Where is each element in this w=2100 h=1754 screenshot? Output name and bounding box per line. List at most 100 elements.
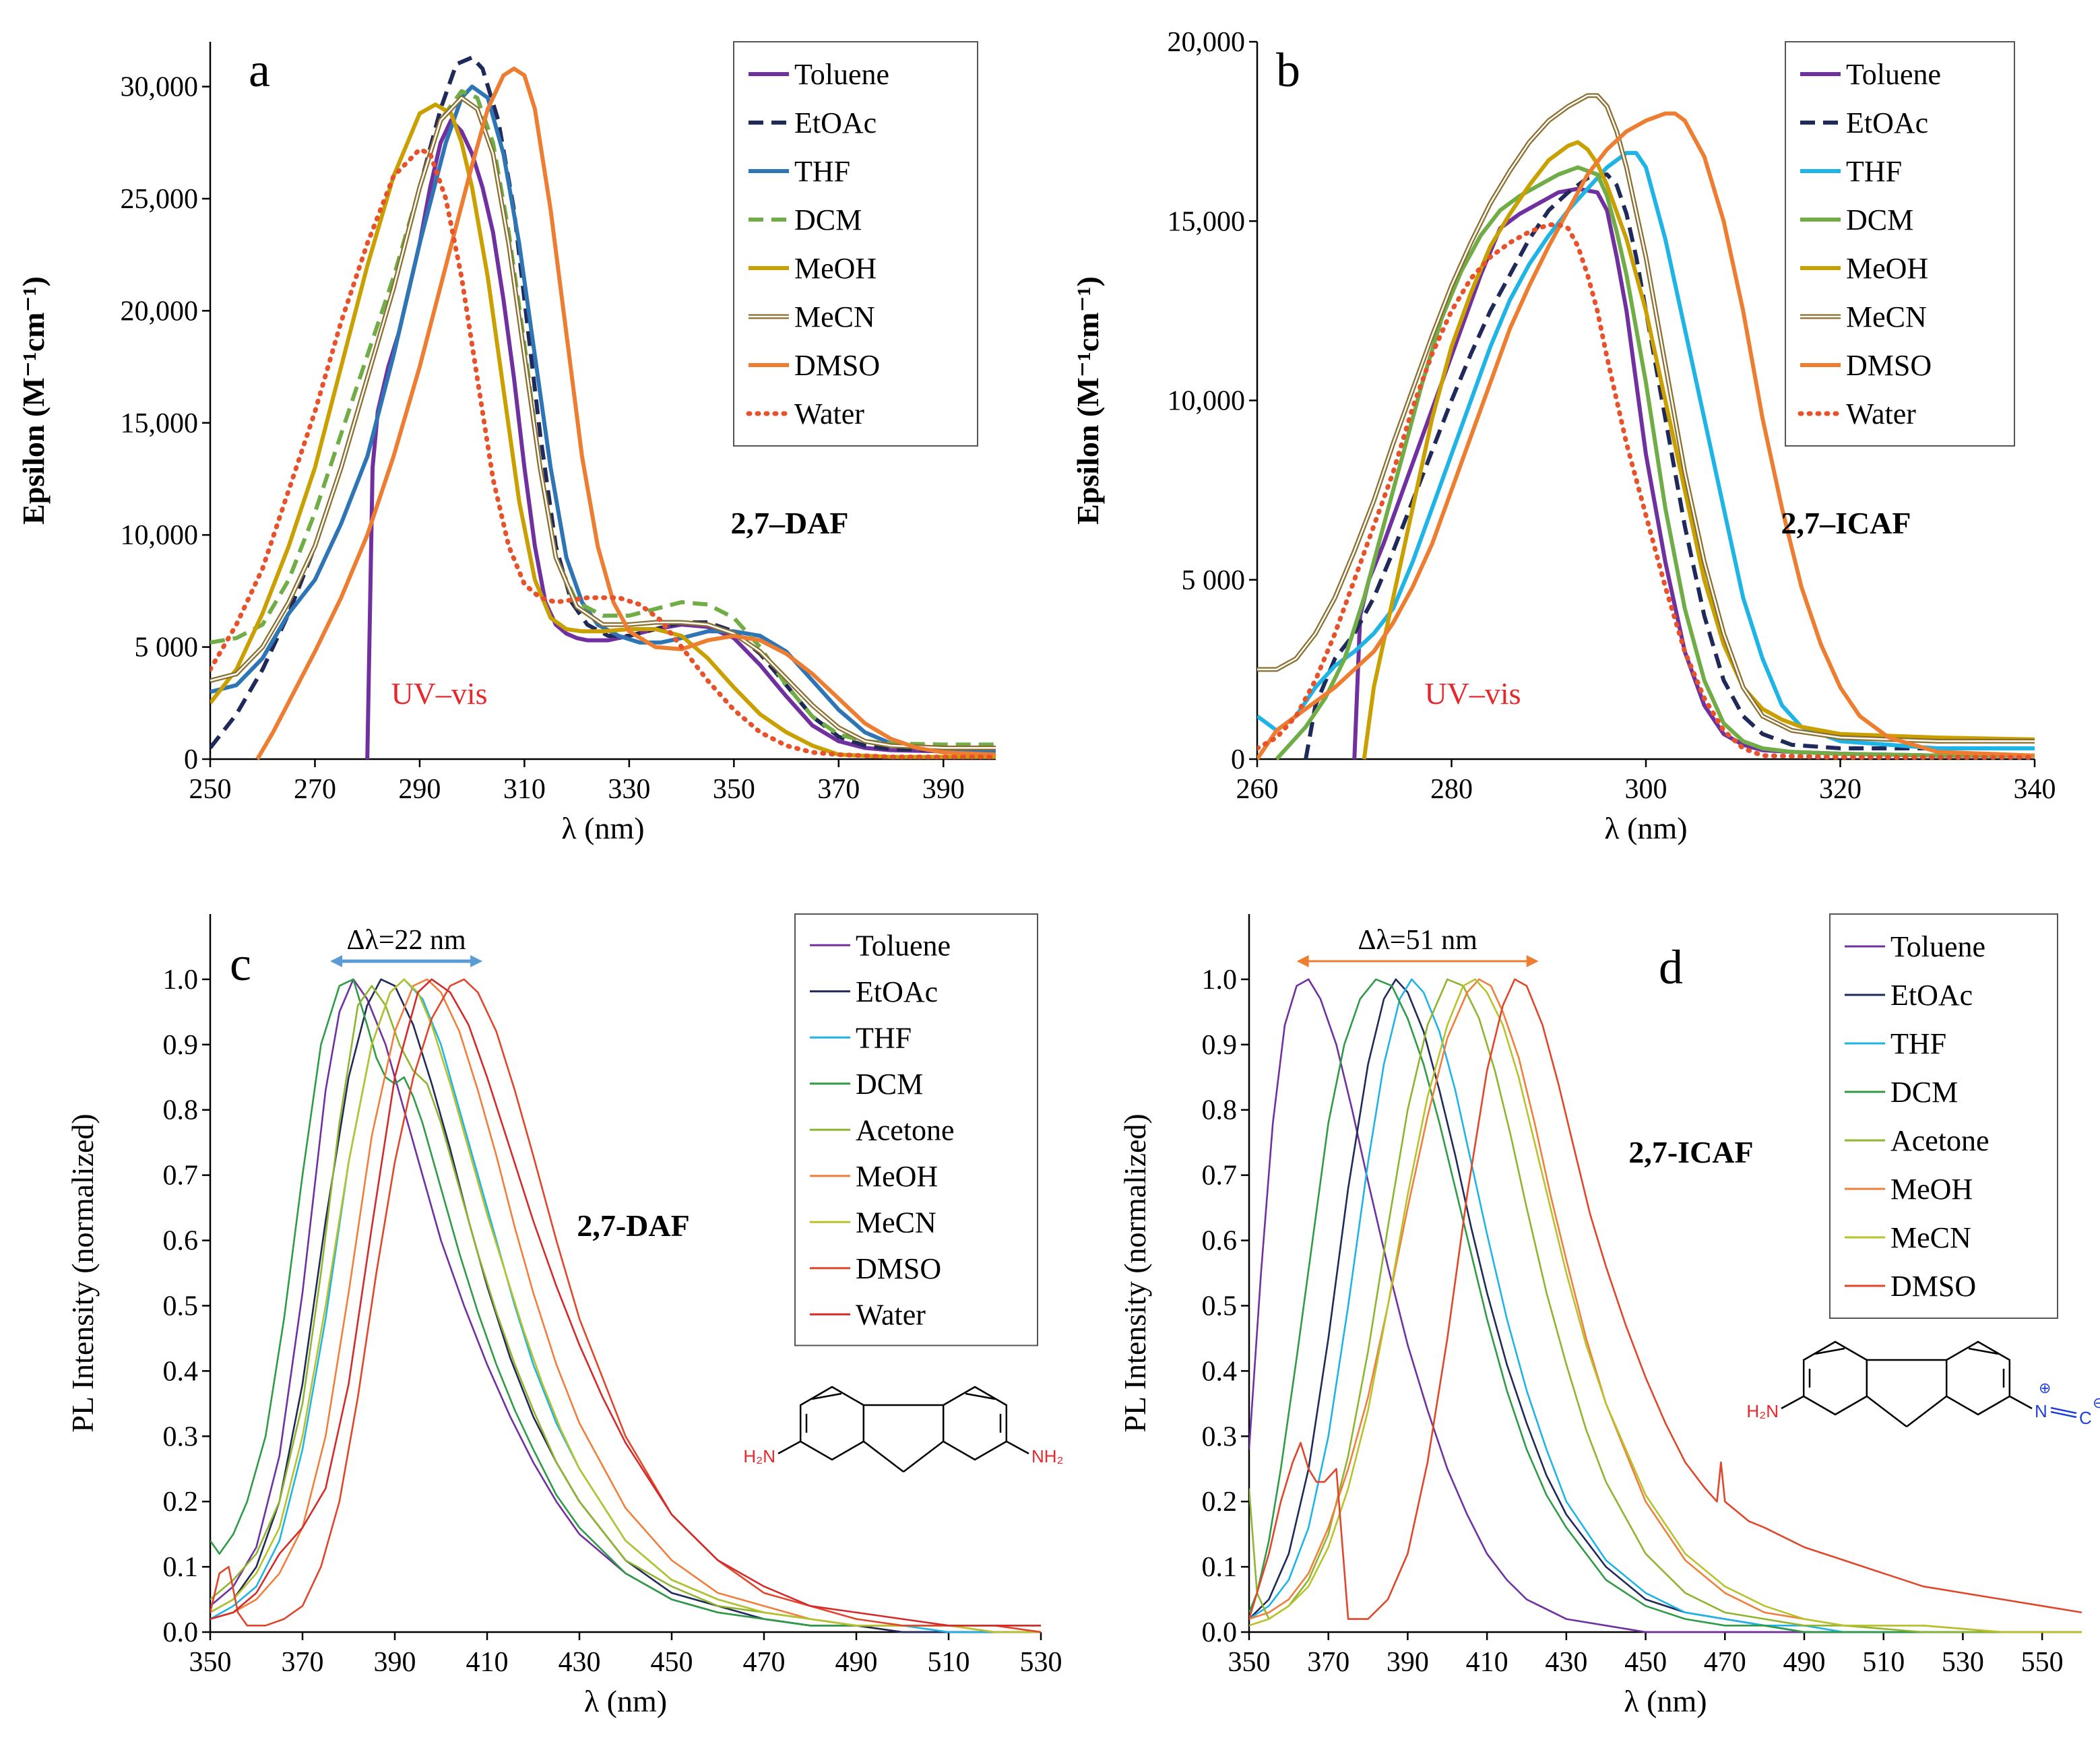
panel-d: 350 370 390 410 430 450 470 490 510 530 550 0.0 0.1 0… bbox=[1118, 913, 2082, 1718]
delta-arrow-head-left bbox=[330, 955, 343, 967]
series-line-toluene bbox=[1352, 187, 2035, 760]
x-tick-label: 270 bbox=[294, 774, 336, 805]
series-line-mecn bbox=[210, 978, 1041, 1633]
y-tick-label: 5 000 bbox=[1182, 565, 1246, 596]
legend-box bbox=[1829, 913, 2058, 1319]
substituent-bond bbox=[2009, 1395, 2033, 1410]
y-tick-label: 1.0 bbox=[163, 965, 199, 996]
x-tick-label: 320 bbox=[1819, 774, 1862, 805]
molecule-structure: H₂N N ⊕ C⊖ bbox=[1746, 1340, 2100, 1428]
x-tick-label: 390 bbox=[1387, 1647, 1429, 1678]
amine-label: H₂N bbox=[1746, 1401, 1779, 1421]
x-tick-label: 390 bbox=[922, 774, 965, 805]
legend-label: Toluene bbox=[794, 58, 889, 91]
y-tick-label: 0 bbox=[1231, 744, 1245, 775]
amine-label: NH₂ bbox=[1031, 1446, 1064, 1466]
legend-box bbox=[733, 41, 978, 447]
series-line-meoh bbox=[210, 102, 996, 759]
substituent-bond bbox=[1781, 1395, 1804, 1410]
x-tick-label: 250 bbox=[189, 774, 232, 805]
molecule-structure: H₂N NH₂ bbox=[743, 1386, 1064, 1472]
compound-label: 2,7–ICAF bbox=[1781, 506, 1911, 540]
amine-label: H₂N bbox=[743, 1446, 775, 1466]
ch2-bond bbox=[863, 1441, 904, 1472]
y-tick-label: 0.3 bbox=[1202, 1421, 1238, 1452]
ch2-bond bbox=[1906, 1396, 1947, 1427]
y-tick-label: 30,000 bbox=[121, 72, 199, 103]
series-line-water bbox=[210, 147, 996, 760]
negative-charge: ⊖ bbox=[2093, 1394, 2100, 1411]
legend-label: Toluene bbox=[1846, 58, 1941, 91]
legend-label: Toluene bbox=[856, 929, 951, 962]
y-tick-label: 20,000 bbox=[121, 296, 199, 327]
y-tick-label: 1.0 bbox=[1202, 965, 1238, 996]
legend-label: THF bbox=[1846, 155, 1902, 188]
series-group bbox=[1257, 93, 2035, 760]
x-tick-label: 430 bbox=[559, 1647, 601, 1678]
y-tick-label: 0.6 bbox=[1202, 1226, 1238, 1257]
panel-c: 350 370 390 410 430 450 470 490 510 530 0.0 0.1 0.2 0… bbox=[65, 913, 1062, 1718]
panel-letter: a bbox=[249, 43, 270, 97]
x-tick-label: 350 bbox=[713, 774, 755, 805]
x-tick-label: 530 bbox=[1942, 1647, 1984, 1678]
y-tick-label: 0.8 bbox=[1202, 1095, 1238, 1126]
series-group bbox=[1249, 978, 2082, 1633]
x-tick-label: 450 bbox=[1624, 1647, 1667, 1678]
x-tick-label: 510 bbox=[1862, 1647, 1905, 1678]
compound-label: 2,7-DAF bbox=[577, 1208, 689, 1243]
legend-label: EtOAc bbox=[1890, 979, 1973, 1012]
positive-charge: ⊕ bbox=[2039, 1379, 2051, 1396]
double-bond bbox=[1814, 1347, 1845, 1355]
y-tick-label: 0.0 bbox=[1202, 1617, 1238, 1648]
y-axis-title: PL Intensity (normalized) bbox=[65, 1113, 100, 1433]
legend-label: DMSO bbox=[1846, 349, 1932, 382]
y-tick-label: 20,000 bbox=[1168, 27, 1246, 58]
legend: Toluene EtOAc THF DCM Acetone MeOH MeCN DMSO Wat… bbox=[794, 913, 1038, 1346]
series-line-inner-mecn bbox=[210, 96, 996, 749]
y-tick-label: 0.2 bbox=[163, 1487, 199, 1518]
legend-label: DMSO bbox=[794, 349, 880, 382]
x-tick-label: 300 bbox=[1625, 774, 1667, 805]
y-tick-label: 25,000 bbox=[121, 184, 199, 215]
series-line-thf bbox=[1257, 151, 2035, 750]
legend-label: THF bbox=[1890, 1027, 1946, 1060]
legend-label: THF bbox=[856, 1021, 912, 1054]
x-tick-label: 550 bbox=[2021, 1647, 2064, 1678]
x-tick-label: 530 bbox=[1020, 1647, 1062, 1678]
double-bond bbox=[811, 1392, 842, 1400]
series-line-meoh bbox=[1249, 978, 2082, 1633]
y-tick-label: 5 000 bbox=[135, 632, 199, 663]
double-bond bbox=[965, 1392, 996, 1400]
legend: Toluene EtOAc THF DCM Acetone MeOH MeCN DMSO bbox=[1829, 913, 2058, 1319]
x-tick-label: 470 bbox=[1704, 1647, 1746, 1678]
series-group bbox=[210, 55, 996, 760]
left-benzene-ring bbox=[1802, 1340, 1868, 1416]
panel-a: 250 270 290 310 330 350 370 390 0 5 000 10,000 15,0… bbox=[16, 41, 996, 845]
substituent-bond bbox=[777, 1440, 801, 1455]
series-line-toluene bbox=[1249, 978, 2082, 1633]
legend-label: MeOH bbox=[1890, 1173, 1973, 1206]
y-tick-label: 0.2 bbox=[1202, 1487, 1238, 1518]
legend-label: MeOH bbox=[856, 1160, 938, 1193]
series-line-dmso bbox=[210, 978, 1041, 1633]
legend-label: DMSO bbox=[1890, 1270, 1976, 1303]
y-tick-label: 0.5 bbox=[1202, 1291, 1238, 1322]
series-line-dcm bbox=[210, 978, 1041, 1627]
legend: Toluene EtOAc THF DCM MeOH MeCN DMSO Water bbox=[1785, 41, 2015, 447]
legend-label: THF bbox=[794, 155, 850, 188]
x-tick-label: 350 bbox=[1228, 1647, 1271, 1678]
legend-label: MeCN bbox=[1890, 1221, 1971, 1254]
x-axis-title: λ (nm) bbox=[561, 811, 644, 845]
y-tick-label: 15,000 bbox=[1168, 206, 1246, 237]
series-line-dmso bbox=[1257, 111, 2035, 760]
x-tick-label: 410 bbox=[466, 1647, 509, 1678]
legend-label: Water bbox=[794, 397, 864, 430]
y-axis-title: Epsilon (M⁻¹cm⁻¹) bbox=[16, 276, 51, 525]
legend-label: EtOAc bbox=[1846, 106, 1928, 139]
y-tick-label: 0.0 bbox=[163, 1617, 199, 1648]
legend-label: Toluene bbox=[1890, 930, 1985, 963]
series-line-acetone bbox=[1249, 978, 2082, 1633]
series-line-dmso bbox=[255, 66, 996, 760]
x-tick-label: 290 bbox=[398, 774, 441, 805]
